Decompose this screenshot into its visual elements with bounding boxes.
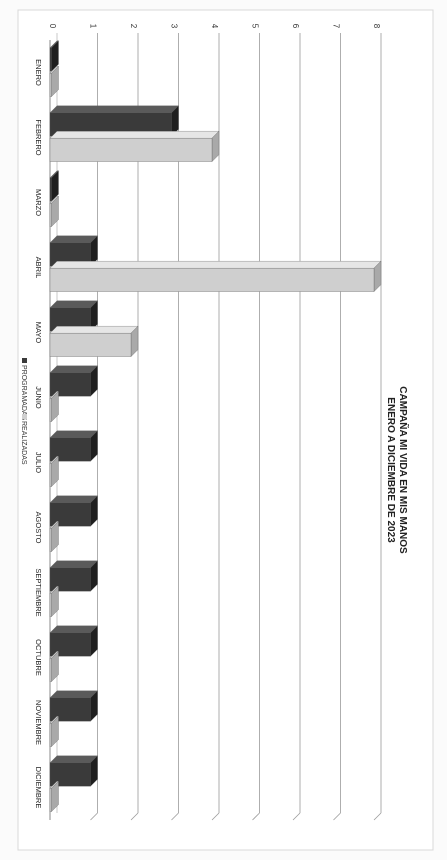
- legend-swatch-realizadas: [22, 414, 27, 419]
- bar-programadas-septiembre: [49, 560, 98, 592]
- gridline-depth: [171, 812, 179, 821]
- value-axis-ticks: 0 1 2 3 4 5 6 7 8: [48, 24, 381, 29]
- bar-programadas-mayo: [49, 300, 98, 332]
- category-label: ABRIL: [34, 257, 43, 279]
- value-tick-label: 3: [170, 24, 179, 29]
- category-label: MARZO: [34, 189, 43, 216]
- category-axis-labels: ENERO FEBRERO MARZO ABRIL MAYO JUNIO JULIO AGOS…: [34, 59, 43, 808]
- bar-realizadas-julio: [49, 455, 59, 487]
- gridline-depth: [292, 812, 301, 821]
- legend-label-realizadas: REALIZADAS: [20, 421, 27, 465]
- bar-realizadas-noviembre: [49, 715, 59, 747]
- legend: PROGRAMADAS REALIZADAS: [20, 358, 27, 465]
- gridlines: [49, 33, 382, 821]
- value-tick-label: 0: [48, 24, 57, 29]
- chart-subtitle: ENERO A DICIEMBRE DE 2023: [385, 397, 396, 543]
- category-label: ENERO: [34, 59, 43, 86]
- bar-realizadas-junio: [49, 390, 59, 422]
- gridline-depth: [211, 812, 220, 821]
- bar-realizadas-enero: [49, 65, 59, 97]
- gridline-depth: [252, 812, 260, 821]
- bar-programadas-abril: [49, 235, 98, 267]
- gridline-depth: [90, 812, 98, 821]
- bar-programadas-febrero: [49, 105, 179, 137]
- gridline-depth: [333, 812, 341, 821]
- bar-realizadas-septiembre: [49, 585, 59, 617]
- gridline-depth: [130, 812, 139, 821]
- chart-title: CAMPAÑA MI VIDA EN MIS MANOS: [397, 386, 410, 554]
- bar-realizadas-abril: [49, 260, 382, 292]
- category-label: FEBRERO: [34, 119, 43, 155]
- category-label: DICIEMBRE: [34, 767, 43, 809]
- bar-realizadas-octubre: [49, 650, 59, 682]
- category-label: NOVIEMBRE: [34, 700, 43, 745]
- category-label: OCTUBRE: [34, 639, 43, 676]
- bar-realizadas-diciembre: [49, 780, 59, 812]
- value-tick-label: 5: [251, 24, 260, 29]
- category-label: SEPTIEMBRE: [34, 568, 43, 616]
- bar-programadas-enero: [49, 40, 59, 72]
- bar-realizadas-febrero: [49, 130, 220, 162]
- bar-programadas-junio: [49, 365, 98, 397]
- legend-label-programadas: PROGRAMADAS: [20, 365, 27, 421]
- value-tick-label: 1: [89, 24, 98, 29]
- gridline-depth: [373, 812, 382, 821]
- bar-programadas-octubre: [49, 625, 98, 657]
- value-tick-label: 8: [372, 24, 381, 29]
- bar-programadas-marzo: [49, 170, 59, 202]
- value-tick-label: 2: [129, 24, 138, 29]
- bar-programadas-agosto: [49, 495, 98, 527]
- bar-programadas-diciembre: [49, 755, 98, 787]
- category-label: AGOSTO: [34, 512, 43, 544]
- category-label: JUNIO: [34, 386, 43, 409]
- bar-realizadas-agosto: [49, 520, 59, 552]
- category-label: JULIO: [34, 452, 43, 473]
- category-label: MAYO: [34, 322, 43, 344]
- bar-realizadas-mayo: [49, 325, 139, 357]
- legend-swatch-programadas: [22, 358, 27, 363]
- value-tick-label: 7: [332, 24, 341, 29]
- value-tick-label: 6: [291, 24, 300, 29]
- bar-programadas-noviembre: [49, 690, 98, 722]
- bar-programadas-julio: [49, 430, 98, 462]
- bar-realizadas-marzo: [49, 195, 59, 227]
- bars: [49, 40, 382, 812]
- value-tick-label: 4: [210, 24, 219, 29]
